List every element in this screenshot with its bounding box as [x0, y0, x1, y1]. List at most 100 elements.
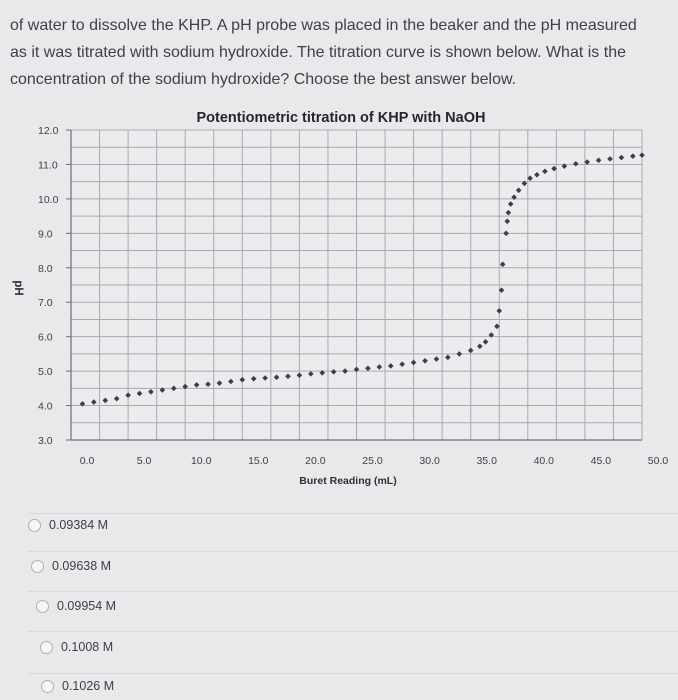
- chart-tick-labels: 12.0 11.0 10.0 9.0 8.0 7.0 6.0 5.0 4.0 3.0 0.0 5.0 1…: [38, 125, 668, 467]
- chart-axis-labels: Buret Reading (mL) pH: [12, 280, 397, 487]
- data-point: [125, 392, 131, 399]
- answer-option-4[interactable]: 0.1008 M: [40, 640, 113, 654]
- data-point: [399, 361, 405, 368]
- data-point: [498, 287, 505, 293]
- x-tick-label: 15.0: [248, 455, 269, 467]
- radio-button[interactable]: [41, 679, 54, 693]
- data-point: [79, 401, 86, 407]
- data-point: [376, 364, 383, 370]
- data-point: [250, 375, 257, 382]
- data-point: [285, 373, 291, 380]
- data-point: [507, 201, 514, 207]
- y-tick-label: 6.0: [38, 332, 53, 344]
- divider: [28, 551, 678, 552]
- data-point: [639, 152, 645, 158]
- data-point: [561, 163, 568, 169]
- data-point: [193, 382, 200, 388]
- option-label: 0.09954 M: [57, 599, 117, 613]
- chart-grid: [70, 129, 643, 441]
- data-point: [353, 366, 360, 373]
- data-point: [330, 369, 337, 375]
- y-tick-label: 12.0: [38, 125, 59, 137]
- x-tick-label: 0.0: [80, 455, 95, 467]
- radio-button[interactable]: [28, 518, 41, 532]
- data-point: [527, 175, 533, 182]
- answer-option-5[interactable]: 0.1026 M: [41, 679, 114, 693]
- question-line: concentration of the sodium hydroxide? C…: [10, 71, 517, 88]
- data-point: [148, 388, 154, 395]
- x-tick-label: 30.0: [419, 455, 440, 467]
- data-point: [494, 323, 500, 330]
- question-line: as it was titrated with sodium hydroxide…: [10, 44, 626, 61]
- data-point: [239, 376, 246, 383]
- data-point: [456, 351, 463, 357]
- question-text: of water to dissolve the KHP. A pH probe…: [10, 12, 678, 93]
- y-tick-label: 7.0: [38, 297, 53, 309]
- data-point: [319, 370, 326, 376]
- radio-button[interactable]: [31, 559, 44, 573]
- option-label: 0.09638 M: [52, 559, 112, 573]
- data-point: [91, 399, 97, 405]
- data-point: [630, 153, 636, 159]
- data-point: [488, 332, 495, 338]
- data-point: [296, 372, 303, 379]
- data-point: [477, 343, 483, 350]
- x-tick-label: 50.0: [648, 455, 669, 467]
- data-point: [182, 383, 188, 390]
- answer-option-3[interactable]: 0.09954 M: [36, 599, 116, 613]
- x-tick-label: 10.0: [191, 455, 212, 467]
- chart-title: Potentiometric titration of KHP with NaO…: [196, 110, 486, 126]
- data-point: [515, 187, 522, 194]
- y-tick-label: 4.0: [38, 401, 53, 413]
- data-point: [342, 368, 348, 374]
- y-tick-label: 5.0: [38, 366, 53, 378]
- data-point: [102, 397, 109, 404]
- data-point: [572, 160, 579, 167]
- x-tick-label: 45.0: [591, 455, 612, 467]
- divider: [28, 591, 678, 592]
- divider: [28, 673, 678, 674]
- y-tick-label: 9.0: [38, 228, 53, 240]
- y-axis-label: pH: [12, 280, 24, 295]
- y-tick-label: 11.0: [38, 159, 58, 171]
- data-point: [422, 357, 428, 364]
- radio-button[interactable]: [40, 640, 53, 654]
- divider: [28, 513, 678, 514]
- data-point: [521, 180, 528, 187]
- y-tick-label: 8.0: [38, 263, 53, 275]
- divider: [28, 631, 678, 632]
- data-point: [308, 371, 314, 377]
- data-point: [542, 168, 548, 175]
- answer-option-2[interactable]: 0.09638 M: [31, 559, 111, 573]
- data-point: [499, 261, 506, 268]
- data-point: [273, 374, 280, 381]
- y-tick-label: 10.0: [38, 194, 59, 206]
- data-point: [159, 387, 166, 393]
- data-point: [496, 308, 503, 314]
- data-point: [504, 218, 511, 225]
- x-tick-label: 35.0: [476, 455, 497, 467]
- data-point: [433, 356, 440, 362]
- data-point: [511, 194, 517, 200]
- data-point: [205, 381, 211, 387]
- radio-button[interactable]: [36, 599, 49, 613]
- answer-option-1[interactable]: 0.09384 M: [28, 518, 108, 532]
- x-axis-label: Buret Reading (mL): [299, 475, 396, 487]
- y-tick-label: 3.0: [38, 435, 53, 447]
- data-point: [607, 156, 613, 162]
- answer-options: 0.09384 M 0.09638 M 0.09954 M 0.1008 M 0…: [0, 508, 678, 700]
- data-point: [262, 375, 268, 381]
- data-point: [136, 390, 143, 397]
- data-point: [387, 363, 394, 369]
- chart-axes: [66, 129, 642, 441]
- x-tick-label: 20.0: [305, 455, 326, 467]
- data-point: [410, 359, 417, 366]
- data-point: [365, 365, 371, 372]
- option-label: 0.09384 M: [49, 518, 109, 532]
- x-tick-label: 5.0: [137, 455, 152, 467]
- data-point: [445, 354, 451, 361]
- question-line: of water to dissolve the KHP. A pH probe…: [10, 17, 637, 34]
- data-point: [113, 395, 120, 402]
- option-label: 0.1026 M: [62, 679, 115, 693]
- data-point: [595, 157, 602, 164]
